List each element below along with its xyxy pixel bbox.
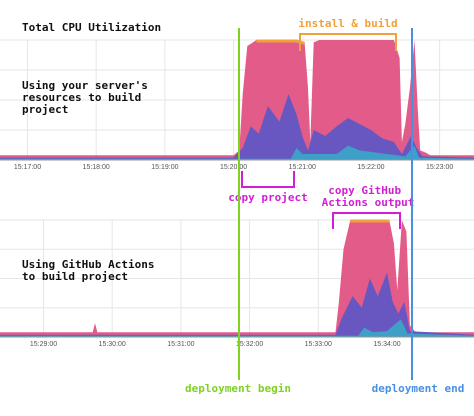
copy-gha-output-bracket	[332, 212, 401, 229]
install-build-label: install & build	[298, 17, 397, 30]
deployment-begin-label: deployment begin	[185, 382, 291, 395]
chart-title: Total CPU Utilization	[22, 21, 161, 34]
series-area-teal	[0, 319, 474, 337]
install-build-bracket	[299, 33, 397, 51]
copy-project-bracket	[241, 171, 295, 188]
deployment-end-label: deployment end	[372, 382, 465, 395]
x-tick-label: 15:17:00	[14, 164, 41, 171]
x-tick-label: 15:31:00	[167, 341, 194, 348]
x-tick-label: 15:20:00	[220, 164, 247, 171]
x-tick-label: 15:32:00	[236, 341, 263, 348]
x-tick-label: 15:23:00	[426, 164, 453, 171]
series-cap-orange	[256, 39, 306, 45]
copy-project-label: copy project	[228, 191, 307, 204]
x-tick-label: 15:30:00	[99, 341, 126, 348]
copy-gha-output-label: copy GitHub Actions output	[322, 184, 415, 209]
x-tick-label: 15:18:00	[83, 164, 110, 171]
panel-2-label: Using GitHub Actions to build project	[22, 258, 161, 283]
series-area-purple	[0, 94, 474, 160]
x-tick-label: 15:19:00	[151, 164, 178, 171]
x-tick-label: 15:29:00	[30, 341, 57, 348]
panel-1-label: Using your server's resources to build p…	[22, 79, 154, 116]
series-area-purple	[0, 272, 474, 337]
series-area-teal	[0, 145, 474, 160]
x-tick-label: 15:22:00	[357, 164, 384, 171]
x-tick-label: 15:33:00	[305, 341, 332, 348]
x-tick-label: 15:21:00	[289, 164, 316, 171]
x-tick-label: 15:34:00	[373, 341, 400, 348]
